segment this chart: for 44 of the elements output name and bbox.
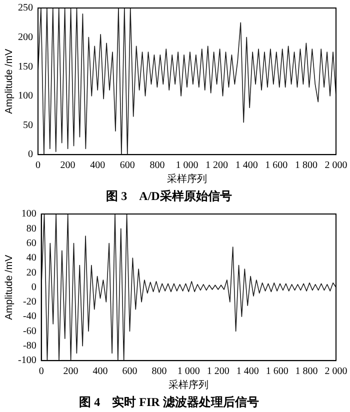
y-tick-label: 80 [26,223,36,234]
x-tick-label: 1 600 [265,160,288,172]
x-tick-label: 600 [122,366,138,378]
y-tick-label: -60 [22,326,36,337]
y-tick-label: 150 [18,61,33,72]
y-axis-title: Amplitude /mV [4,48,15,114]
x-tick-label: 0 [38,366,44,378]
x-tick-label: 2 000 [324,160,348,172]
y-tick-label: -80 [22,340,36,352]
text: 图 4 实时 FIR 滤波器处理后信号 [79,394,259,409]
text: 图 3 A/D采样原始信号 [106,188,232,203]
x-tick-label: 1 400 [235,160,258,172]
x-tick-label: 600 [120,160,135,172]
y-tick-label: 0 [28,149,33,160]
x-tick-label: 400 [92,366,108,378]
x-tick-label: 400 [90,160,106,172]
x-axis-title: 采样序列 [167,173,207,186]
x-tick-label: 1 000 [176,160,198,172]
y-tick-label: 100 [21,208,36,220]
x-tick-label: 800 [152,366,167,378]
x-tick-label: 800 [150,160,165,172]
y-tick-label: -20 [22,296,36,308]
y-tick-label: 100 [18,90,33,102]
x-tick-label: 1 600 [266,366,288,378]
y-tick-label: 40 [26,252,36,264]
y-tick-label: 50 [23,120,33,131]
x-axis-title: 采样序列 [168,379,209,392]
y-tick-label: 250 [18,2,33,14]
y-tick-label: -40 [22,311,36,322]
x-tick-label: 200 [60,160,76,172]
x-tick-label: 1 400 [236,366,259,378]
x-tick-label: 1 200 [206,366,230,378]
y-tick-label: 0 [31,282,36,293]
x-tick-label: 1 000 [177,366,200,378]
y-tick-label: 20 [26,267,36,278]
y-tick-label: 200 [18,32,33,43]
y-axis-title: Amplitude /mV [4,254,15,320]
y-tick-label: -100 [18,355,36,366]
y-tick-label: 60 [26,238,36,249]
x-tick-label: 1 200 [206,160,228,172]
x-tick-label: 1 800 [294,160,318,172]
x-tick-label: 1 800 [295,366,318,378]
x-tick-label: 200 [63,366,78,378]
x-tick-label: 2 000 [324,366,348,378]
